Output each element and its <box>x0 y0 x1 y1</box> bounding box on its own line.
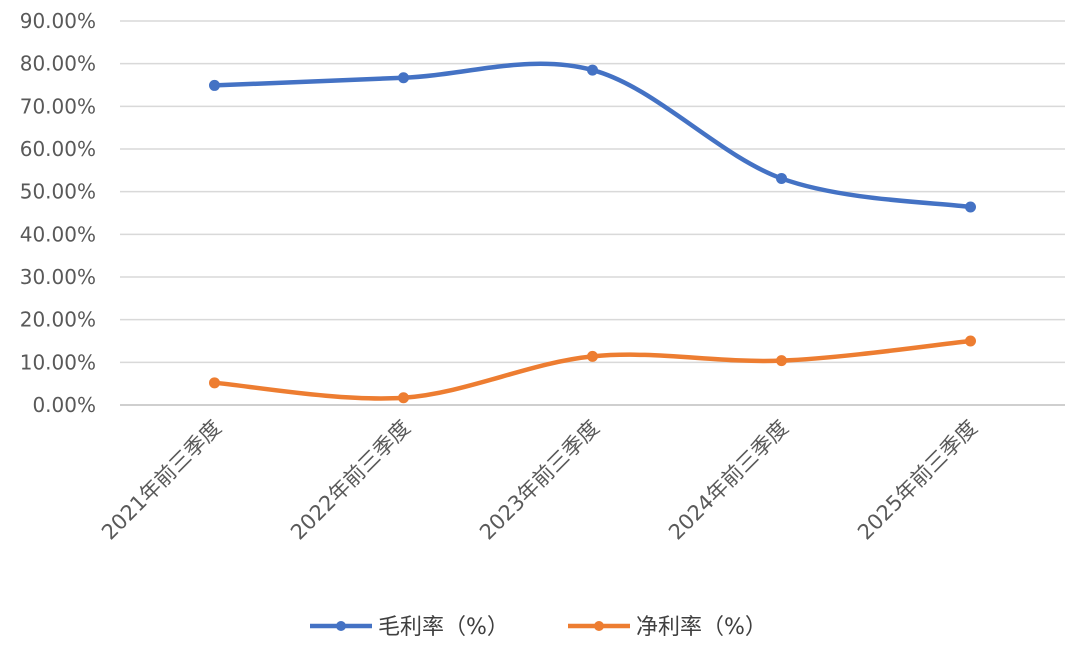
data-point <box>776 172 787 184</box>
y-tick-label: 10.00% <box>20 350 96 374</box>
series-1 <box>209 61 976 213</box>
y-tick-label: 40.00% <box>20 222 96 246</box>
data-point <box>587 350 598 362</box>
x-tick-label: 2023年前三季度 <box>475 416 604 545</box>
x-axis-ticks: 2021年前三季度 2022年前三季度 2023年前三季度 2024年前三季度 2025… <box>97 416 982 545</box>
y-tick-label: 60.00% <box>20 137 96 161</box>
legend-label: 净利率（%） <box>636 615 767 640</box>
legend-item: 净利率（%） <box>568 615 767 640</box>
data-point <box>965 335 976 347</box>
data-point <box>398 392 409 404</box>
x-tick-label: 2021年前三季度 <box>97 416 226 545</box>
y-tick-label: 0.00% <box>32 393 96 417</box>
series-line <box>212 61 973 210</box>
series-lines <box>209 61 976 404</box>
legend-item: 毛利率（%） <box>310 615 509 640</box>
legend: 毛利率（%） 净利率（%） <box>310 615 767 640</box>
y-tick-label: 90.00% <box>20 9 96 33</box>
y-tick-label: 50.00% <box>20 180 96 204</box>
x-tick-label: 2025年前三季度 <box>853 416 982 545</box>
legend-label: 毛利率（%） <box>378 615 509 640</box>
x-tick-label: 2022年前三季度 <box>286 416 415 545</box>
legend-marker <box>336 621 346 631</box>
gridlines <box>120 20 1065 406</box>
data-point <box>398 72 409 84</box>
y-tick-label: 30.00% <box>20 265 96 289</box>
y-axis-ticks: 0.00% 10.00% 20.00% 30.00% 40.00% 50.00% 60.00… <box>20 9 96 417</box>
series-2 <box>209 335 976 404</box>
data-point <box>776 355 787 367</box>
data-point <box>965 201 976 213</box>
y-tick-label: 80.00% <box>20 52 96 76</box>
data-point <box>587 64 598 76</box>
data-point <box>209 377 220 389</box>
series-line <box>212 338 973 401</box>
y-tick-label: 70.00% <box>20 94 96 118</box>
data-point <box>209 79 220 91</box>
y-tick-label: 20.00% <box>20 308 96 332</box>
legend-marker <box>594 621 604 631</box>
x-tick-label: 2024年前三季度 <box>664 416 793 545</box>
